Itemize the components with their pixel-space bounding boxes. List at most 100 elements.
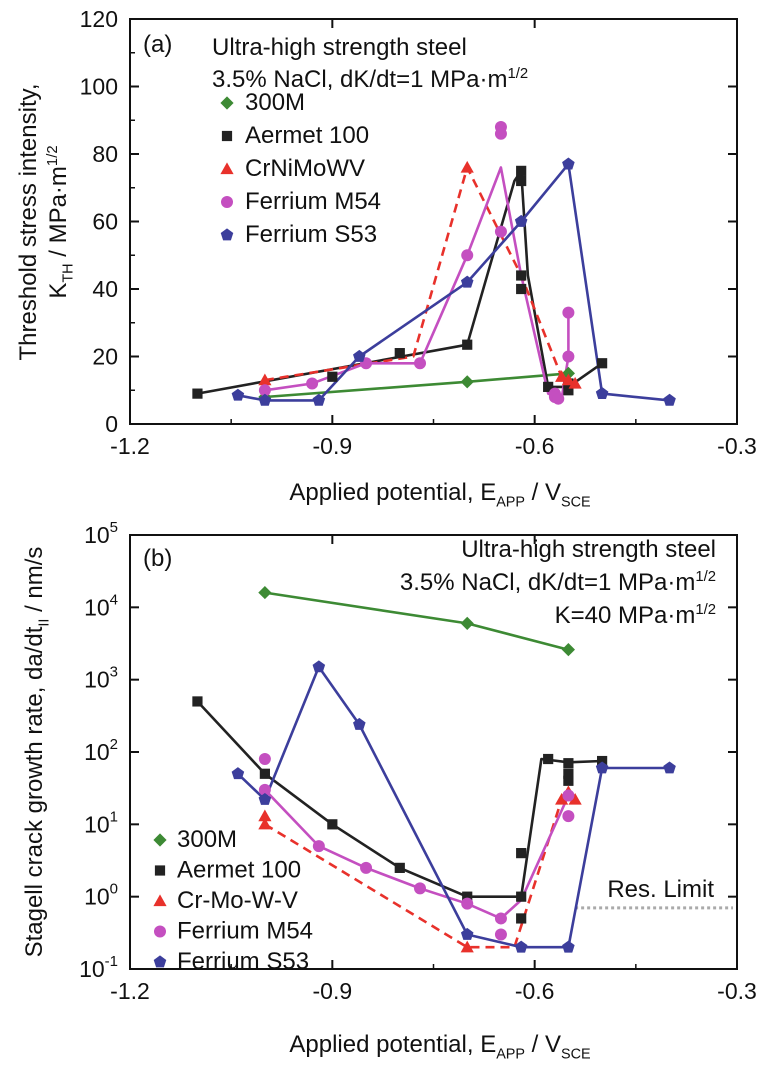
data-point-ferrium-m54	[258, 384, 271, 397]
data-point-ferrium-m54	[562, 306, 575, 319]
legend-marker-aermet-100	[154, 865, 166, 876]
data-point-300m	[460, 375, 474, 389]
legend-label-ferrium-m54: Ferrium M54	[177, 918, 313, 945]
legend-marker-ferrium-s53	[153, 955, 167, 968]
data-point-aermet-100	[516, 848, 527, 859]
data-point-ferrium-s53	[595, 387, 609, 399]
panel-b-legend: 300M Aermet 100 Cr-Mo-W-V Ferrium M54 Ferriu…	[153, 826, 313, 975]
data-point-ferrium-s53	[258, 393, 272, 406]
panel-b-label: (b)	[143, 545, 172, 572]
y-tick-label: 102	[84, 736, 118, 765]
data-point-ferrium-m54	[552, 392, 565, 405]
series-line-300m	[264, 591, 569, 651]
panel-a-legend: 300M Aermet 100 CrNiMoWV Ferrium M54 Ferrium…	[220, 89, 381, 248]
y-tick-label: 105	[84, 519, 118, 548]
x-tick-label: -1.2	[110, 978, 150, 1004]
data-point-aermet-100	[563, 758, 574, 769]
panel-b-chart: -1.2 -0.9 -0.6 -0.3 10-1 100 101 102 103 104 105 R…	[21, 519, 757, 1063]
res-limit-label: Res. Limit	[607, 876, 714, 903]
data-point-crnimowv	[258, 809, 272, 822]
data-point-ferrium-m54	[414, 882, 427, 895]
legend-marker-crnimowv	[220, 162, 234, 175]
data-point-ferrium-m54	[360, 861, 373, 874]
data-point-ferrium-s53	[258, 792, 272, 805]
data-point-aermet-100	[597, 358, 608, 369]
data-point-ferrium-m54	[494, 912, 507, 925]
y-tick-label: 20	[92, 344, 118, 370]
data-point-aermet-100	[327, 371, 338, 382]
data-point-ferrium-m54	[258, 753, 271, 766]
legend-marker-ferrium-m54	[221, 196, 233, 208]
data-point-aermet-100	[563, 768, 574, 779]
data-point-aermet-100	[516, 270, 527, 281]
x-tick-label: -0.3	[717, 978, 757, 1004]
legend-label-aermet-100: Aermet 100	[245, 122, 369, 149]
data-point-ferrium-s53	[231, 767, 245, 780]
panel-a-label: (a)	[143, 31, 172, 58]
data-point-crnimowv	[568, 792, 582, 805]
x-tick-label: -0.9	[313, 433, 353, 459]
series-line-ferrium-m54	[263, 788, 570, 920]
data-point-ferrium-m54	[461, 249, 474, 262]
data-point-ferrium-m54	[494, 225, 507, 238]
data-point-300m	[561, 643, 575, 657]
legend-marker-ferrium-s53	[220, 228, 234, 241]
data-point-aermet-100	[597, 755, 608, 767]
x-tick-label: -0.3	[717, 433, 757, 459]
data-point-aermet-100	[516, 175, 527, 187]
y-tick-label: 103	[84, 664, 118, 693]
data-point-ferrium-s53	[514, 214, 528, 227]
legend-marker-300m	[220, 96, 234, 110]
data-point-ferrium-s53	[595, 761, 609, 774]
data-point-aermet-100	[462, 339, 473, 350]
data-point-300m	[258, 585, 272, 600]
y-tick-label: 80	[92, 141, 118, 167]
legend-label-cr-mo-w-v: Cr-Mo-W-V	[177, 887, 298, 914]
legend-marker-cr-mo-w-v	[153, 894, 167, 907]
data-point-ferrium-s53	[663, 393, 676, 406]
data-point-ferrium-s53	[514, 940, 528, 953]
data-point-ferrium-m54	[494, 127, 507, 140]
panel-b-labels: (b) Ultra-high strength steel 3.5% NaCl, d…	[21, 536, 716, 1063]
legend-marker-ferrium-m54	[154, 925, 166, 938]
panel-a-annotation-1: Ultra-high strength steel	[212, 34, 467, 61]
panel-b-res-limit: Res. Limit	[575, 876, 733, 910]
data-point-aermet-100	[192, 696, 203, 707]
legend-label-crnimowv: CrNiMoWV	[245, 155, 365, 182]
data-point-crnimowv	[460, 940, 474, 953]
data-point-ferrium-s53	[231, 388, 245, 401]
data-point-crnimowv	[555, 370, 569, 382]
data-point-ferrium-s53	[460, 927, 474, 940]
y-tick-label: 10-1	[79, 953, 118, 982]
data-point-crnimowv	[568, 376, 582, 389]
data-point-ferrium-m54	[562, 350, 575, 363]
data-point-300m	[460, 616, 474, 630]
data-point-aermet-100	[192, 388, 203, 399]
data-point-ferrium-s53	[353, 717, 366, 730]
data-point-ferrium-m54	[562, 810, 575, 823]
data-point-ferrium-s53	[663, 761, 676, 774]
x-tick-label: -0.9	[313, 978, 353, 1004]
data-point-ferrium-m54	[461, 897, 474, 910]
y-tick-label: 120	[80, 6, 118, 32]
data-point-aermet-100	[543, 381, 554, 392]
data-point-aermet-100	[563, 775, 574, 786]
panel-a-x-axis-label: Applied potential, EAPP / VSCE	[289, 479, 590, 511]
data-point-aermet-100	[394, 348, 405, 359]
data-point-ferrium-m54	[258, 783, 271, 796]
panel-a-y-axis-label-1: Threshold stress intensity,	[15, 84, 42, 361]
data-point-ferrium-m54	[306, 377, 319, 390]
data-point-ferrium-m54	[562, 789, 575, 802]
legend-label-ferrium-s53: Ferrium S53	[245, 221, 377, 248]
data-point-ferrium-m54	[312, 840, 325, 853]
data-point-crnimowv	[258, 373, 272, 386]
legend-label-ferrium-m54: Ferrium M54	[245, 188, 381, 215]
legend-label-300m: 300M	[245, 89, 305, 116]
y-tick-label: 0	[105, 411, 118, 437]
panel-b-x-axis-label: Applied potential, EAPP / VSCE	[289, 1031, 590, 1063]
x-tick-label: -0.6	[515, 433, 555, 459]
data-point-aermet-100	[462, 891, 473, 902]
data-point-ferrium-s53	[562, 940, 575, 953]
panel-b-annotation-2: 3.5% NaCl, dK/dt=1 MPa·m1/2	[400, 569, 716, 596]
